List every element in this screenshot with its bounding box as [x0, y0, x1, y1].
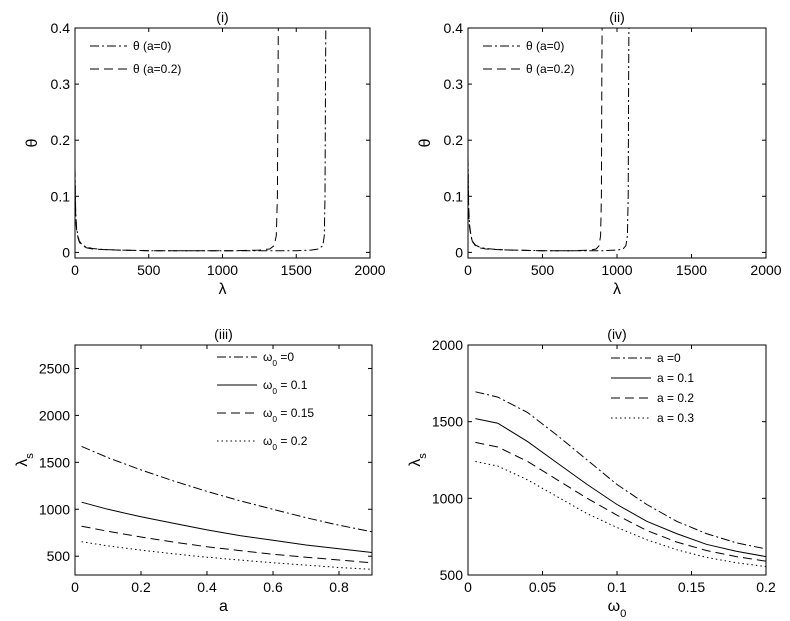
y-axis-label: θ — [24, 138, 41, 147]
series-line-2 — [81, 501, 372, 553]
y-tick-label: 1500 — [432, 414, 463, 430]
legend: θ (a=0) θ (a=0.2) — [483, 39, 574, 76]
subplot-1: 0 500 1000 1500 2000 0 0.1 0.2 0.3 0.4 (i) λ θ θ (a=0… — [24, 9, 386, 298]
x-tick-label: 2000 — [750, 262, 781, 278]
y-axis-label: λs — [14, 453, 36, 467]
y-tick-label: 0.1 — [444, 188, 464, 204]
series-line-2 — [468, 28, 603, 252]
y-axis-label: λs — [407, 453, 429, 467]
x-axis-label: λ — [219, 281, 227, 298]
legend-label: a = 0.3 — [657, 411, 694, 425]
y-tick-label: 500 — [47, 548, 71, 564]
chart-title: (i) — [216, 9, 228, 25]
legend: θ (a=0) θ (a=0.2) — [90, 39, 181, 76]
axes-box — [467, 27, 767, 259]
legend: ω0 =0 ω0 = 0.1 ω0 = 0.15 ω0 = 0.2 — [217, 350, 314, 452]
legend-label: a = 0.2 — [657, 391, 694, 405]
x-tick-label: 1500 — [281, 262, 312, 278]
legend-label: θ (a=0) — [133, 39, 171, 53]
y-tick-label: 0.1 — [51, 188, 71, 204]
x-tick-label: 0 — [71, 262, 79, 278]
x-tick-label: 0 — [464, 262, 472, 278]
x-tick-label: 0.6 — [263, 579, 283, 595]
series-line-3 — [81, 525, 372, 564]
y-tick-label: 1000 — [39, 501, 70, 517]
x-tick-label: 0.4 — [197, 579, 217, 595]
y-tick-label: 500 — [440, 567, 464, 583]
x-tick-label: 0.8 — [329, 579, 349, 595]
chart-title: (iv) — [607, 326, 626, 342]
y-tick-label: 0.3 — [51, 76, 71, 92]
axes-box — [467, 344, 767, 576]
x-tick-label: 1500 — [676, 262, 707, 278]
subplot-2: 0 500 1000 1500 2000 0 0.1 0.2 0.3 0.4 (ii) λ θ θ (a=… — [417, 9, 782, 298]
series-line-4 — [475, 461, 766, 568]
axes-box — [74, 27, 371, 259]
y-axis-label: θ — [417, 138, 434, 147]
y-tick-label: 0.4 — [444, 20, 464, 36]
subplot-3: 0 0.2 0.4 0.6 0.8 500 1000 1500 2000 2500 (iii) a λs… — [14, 326, 373, 615]
series-line-3 — [475, 441, 766, 562]
x-tick-label: 1000 — [601, 262, 632, 278]
legend: a =0 a = 0.1 a = 0.2 a = 0.3 — [611, 351, 694, 425]
x-tick-label: 1000 — [207, 262, 238, 278]
y-tick-label: 2500 — [39, 360, 70, 376]
series-line-1 — [75, 28, 327, 252]
x-tick-label: 0 — [464, 579, 472, 595]
legend-label: a = 0.1 — [657, 371, 694, 385]
legend-label: ω0 = 0.2 — [263, 434, 308, 452]
legend-label: θ (a=0.2) — [133, 62, 181, 76]
x-axis-label: ω0 — [608, 598, 627, 620]
y-tick-label: 0.4 — [51, 20, 71, 36]
legend-label: θ (a=0) — [526, 39, 564, 53]
x-tick-label: 0.1 — [607, 579, 627, 595]
legend-label: a =0 — [657, 351, 681, 365]
x-axis-label: a — [219, 598, 228, 615]
series-line-2 — [475, 418, 766, 558]
y-tick-label: 0.2 — [444, 132, 464, 148]
legend-label: θ (a=0.2) — [526, 62, 574, 76]
chart-title: (iii) — [214, 326, 233, 342]
series-line-4 — [81, 541, 372, 570]
x-axis-label: λ — [613, 281, 621, 298]
y-tick-label: 0 — [62, 244, 70, 260]
chart-title: (ii) — [609, 9, 625, 25]
y-tick-label: 1000 — [432, 490, 463, 506]
x-tick-label: 0.15 — [678, 579, 705, 595]
y-tick-label: 0 — [455, 244, 463, 260]
y-tick-label: 2000 — [39, 407, 70, 423]
legend-label: ω0 =0 — [263, 350, 294, 368]
y-tick-label: 0.3 — [444, 76, 464, 92]
x-tick-label: 500 — [531, 262, 555, 278]
series-line-2 — [75, 28, 279, 252]
x-tick-label: 2000 — [354, 262, 385, 278]
legend-label: ω0 = 0.1 — [263, 378, 308, 396]
x-tick-label: 0.2 — [131, 579, 151, 595]
series-line-1 — [475, 391, 766, 550]
y-tick-label: 2000 — [432, 337, 463, 353]
axes-box — [74, 344, 373, 576]
x-tick-label: 500 — [137, 262, 161, 278]
series-line-1 — [81, 445, 372, 533]
legend-label: ω0 = 0.15 — [263, 406, 314, 424]
x-tick-label: 0.05 — [529, 579, 556, 595]
subplot-4: 0 0.05 0.1 0.15 0.2 500 1000 1500 2000 (iv) ω0 λs a … — [407, 326, 776, 620]
y-tick-label: 0.2 — [51, 132, 71, 148]
x-tick-label: 0.2 — [756, 579, 776, 595]
y-tick-label: 1500 — [39, 454, 70, 470]
x-tick-label: 0 — [71, 579, 79, 595]
